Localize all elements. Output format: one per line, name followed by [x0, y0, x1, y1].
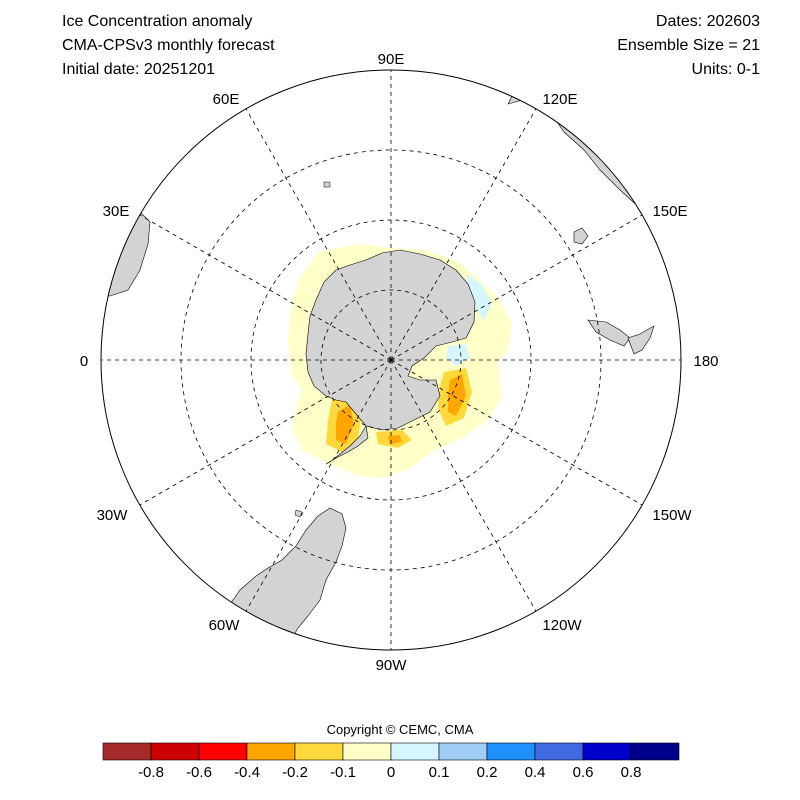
colorbar-tick-labels: -0.8 -0.6 -0.4 -0.2 -0.1 0 0.1 0.2 0.4 0.6 0.8 — [138, 764, 641, 781]
colorbar-tick-label: -0.1 — [330, 764, 356, 781]
new-zealand-landmass — [587, 319, 631, 347]
colorbar-swatch — [246, 742, 296, 761]
copyright-text: Copyright © CEMC, CMA — [326, 722, 474, 737]
lon-label-60w: 60W — [209, 617, 241, 634]
meridian-line — [139, 214, 392, 361]
south-america-landmass — [225, 507, 347, 643]
colorbar-swatch — [582, 742, 632, 761]
lon-label-180: 180 — [693, 353, 718, 370]
meridian-line — [139, 359, 392, 506]
map-boundary — [100, 69, 682, 651]
colorbar-tick-label: -0.6 — [186, 764, 212, 781]
lon-label-0: 0 — [80, 353, 88, 370]
colorbar-tick-label: 0.8 — [621, 764, 642, 781]
title-line-2: CMA-CPSv3 monthly forecast — [62, 37, 275, 54]
colorbar-swatch — [438, 742, 488, 761]
meridian-line — [390, 359, 537, 612]
colorbar-swatch — [102, 742, 152, 761]
latitude-circle-1 — [320, 289, 462, 431]
meridian-line — [245, 359, 392, 612]
lon-label-90e: 90E — [378, 51, 405, 68]
colorbar-swatch — [294, 742, 344, 761]
lon-label-120e: 120E — [542, 91, 577, 108]
antarctic-peninsula — [325, 425, 369, 465]
colorbar-swatch — [150, 742, 200, 761]
lon-label-30w: 30W — [97, 507, 129, 524]
colorbar-tick-label: 0.4 — [525, 764, 546, 781]
anomaly-pos-small-2 — [446, 344, 470, 366]
colorbar-swatches — [102, 742, 680, 761]
anomaly-neg-large-2 — [448, 374, 466, 416]
map-content — [103, 79, 681, 643]
colorbar-tick-label: 0.6 — [573, 764, 594, 781]
new-zealand-north-landmass — [627, 325, 655, 355]
polar-map: 90E 120E 150E 180 150W 120W 90W 60W 30W … — [80, 51, 719, 674]
island-kerguelen — [323, 181, 331, 188]
lon-label-90w: 90W — [376, 657, 408, 674]
anomaly-pos-small-1 — [466, 274, 492, 320]
lon-label-120w: 120W — [542, 617, 582, 634]
colorbar-tick-label: 0.1 — [429, 764, 450, 781]
colorbar-tick-label: 0.2 — [477, 764, 498, 781]
colorbar-tick-label: -0.8 — [138, 764, 164, 781]
ensemble-size-label: Ensemble Size = 21 — [617, 37, 760, 54]
colorbar-swatch — [342, 742, 392, 761]
colorbar-tick-label: -0.2 — [282, 764, 308, 781]
lon-label-150w: 150W — [652, 507, 692, 524]
title-line-3: Initial date: 20251201 — [62, 61, 216, 78]
title-line-1: Ice Concentration anomaly — [62, 13, 253, 30]
meridian-line — [390, 214, 643, 361]
tasmania-landmass — [573, 227, 589, 245]
colorbar-tick-label: -0.4 — [234, 764, 260, 781]
colorbar-swatch — [486, 742, 536, 761]
dates-label: Dates: 202603 — [655, 13, 760, 30]
colorbar-tick-label: 0 — [387, 764, 395, 781]
lon-label-30e: 30E — [103, 203, 130, 220]
meridian-line — [390, 108, 537, 361]
graticule — [101, 70, 681, 650]
island-south-georgia — [294, 509, 303, 518]
lon-label-60e: 60E — [213, 91, 240, 108]
lon-label-150e: 150E — [652, 203, 687, 220]
meridian-line — [245, 108, 392, 361]
colorbar-swatch — [534, 742, 584, 761]
units-label: Units: 0-1 — [691, 61, 760, 78]
anomaly-neg-large-1 — [336, 404, 354, 444]
anomaly-neg-large-3 — [388, 435, 402, 444]
meridian-line — [390, 359, 643, 506]
colorbar-swatch — [390, 742, 440, 761]
colorbar-swatch — [630, 742, 680, 761]
colorbar-swatch — [198, 742, 248, 761]
